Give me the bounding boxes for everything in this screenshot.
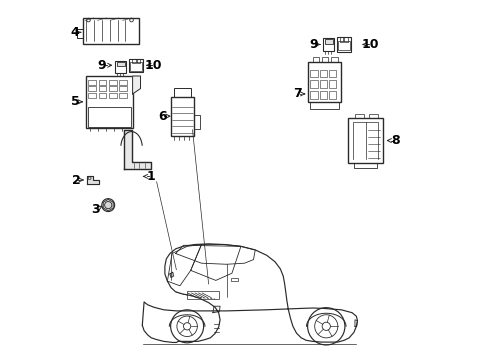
Bar	[99, 80, 106, 85]
Bar	[88, 107, 131, 127]
Text: 5: 5	[70, 95, 79, 108]
Bar	[354, 114, 363, 118]
Bar	[194, 115, 199, 129]
Polygon shape	[86, 176, 99, 184]
Bar	[99, 93, 106, 98]
Text: 10: 10	[361, 38, 379, 51]
Bar	[83, 18, 139, 44]
Polygon shape	[124, 130, 151, 169]
Polygon shape	[354, 320, 357, 326]
Bar	[319, 80, 326, 88]
Bar	[109, 86, 117, 91]
Bar	[323, 39, 333, 51]
Bar	[109, 93, 117, 98]
Bar	[119, 86, 127, 91]
Bar	[348, 118, 382, 163]
Text: 2: 2	[71, 174, 80, 186]
Bar	[310, 80, 317, 88]
Bar	[88, 93, 96, 98]
Bar	[88, 86, 96, 91]
Text: 8: 8	[390, 134, 399, 147]
Bar	[319, 91, 326, 99]
Text: 7: 7	[293, 87, 301, 100]
Bar	[86, 76, 132, 128]
Text: 9: 9	[308, 38, 317, 51]
Bar	[328, 80, 336, 88]
Bar	[330, 57, 337, 62]
Polygon shape	[212, 306, 220, 313]
Circle shape	[102, 199, 115, 212]
Polygon shape	[132, 76, 140, 94]
Bar	[129, 59, 143, 72]
Polygon shape	[169, 272, 173, 278]
Bar	[309, 102, 338, 109]
Bar	[310, 91, 317, 99]
Text: 9: 9	[98, 59, 106, 72]
Bar	[368, 114, 378, 118]
Bar	[187, 291, 219, 299]
Bar	[336, 37, 351, 51]
Bar	[328, 91, 336, 99]
Text: 3: 3	[91, 203, 100, 216]
Bar	[353, 163, 376, 168]
Bar	[310, 69, 317, 77]
Bar	[119, 80, 127, 85]
Text: 6: 6	[158, 110, 167, 123]
Bar	[136, 59, 140, 63]
Bar	[319, 69, 326, 77]
Text: 10: 10	[145, 59, 162, 72]
Bar	[339, 37, 343, 41]
Bar	[171, 97, 194, 136]
Bar	[88, 80, 96, 85]
Bar	[321, 57, 328, 62]
Bar	[328, 69, 336, 77]
Bar	[324, 40, 332, 44]
Bar	[77, 30, 83, 39]
Bar	[174, 88, 191, 97]
Bar	[99, 86, 106, 91]
Bar	[308, 62, 340, 102]
Text: 4: 4	[70, 26, 79, 39]
Bar	[132, 59, 136, 63]
Bar	[130, 62, 142, 71]
Bar	[344, 37, 347, 41]
Bar	[312, 57, 319, 62]
Text: 1: 1	[146, 170, 155, 183]
Bar	[337, 41, 349, 50]
Bar	[119, 93, 127, 98]
Bar	[115, 60, 126, 73]
Bar	[117, 62, 124, 66]
Bar	[109, 80, 117, 85]
Bar	[230, 278, 238, 281]
